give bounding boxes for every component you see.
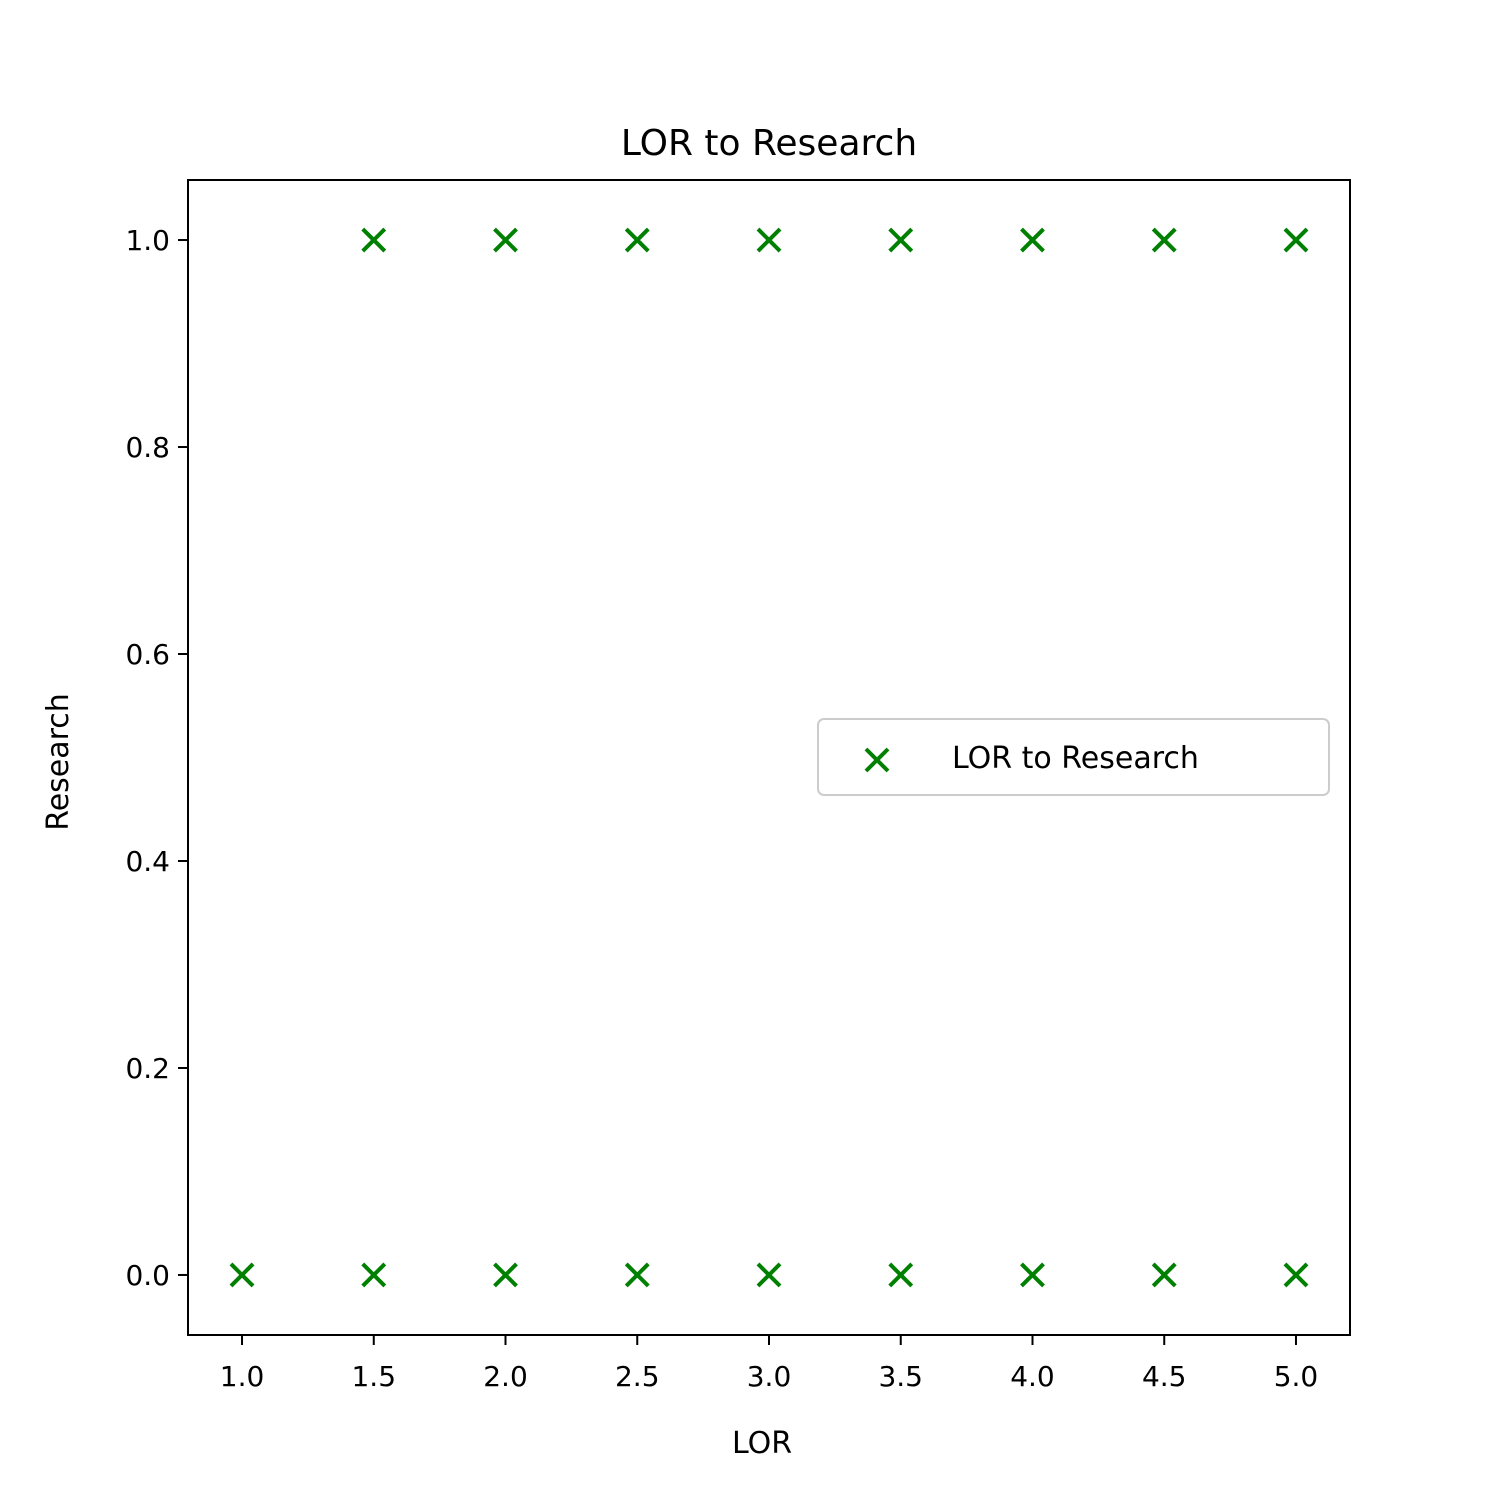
data-point	[1151, 1262, 1177, 1288]
x-marker-stroke	[361, 227, 387, 253]
y-tick-label: 0.8	[125, 431, 170, 464]
x-marker-stroke	[756, 227, 782, 253]
data-point	[493, 1262, 518, 1288]
data-point	[1151, 227, 1177, 253]
data-point	[361, 1262, 387, 1288]
data-point	[1020, 227, 1045, 253]
x-axis-label: LOR	[732, 1426, 792, 1461]
x-marker-stroke	[864, 747, 890, 773]
y-tick-label: 0.2	[125, 1052, 170, 1085]
scatter-series	[229, 227, 1309, 1288]
x-tick-label: 1.0	[220, 1360, 265, 1393]
x-marker-stroke	[888, 1262, 914, 1288]
data-point	[1283, 227, 1309, 253]
x-marker-stroke	[1020, 1262, 1045, 1288]
x-axis: 1.0 1.5 2.0 2.5 3.0 3.5 4.0 4.5 5.0	[220, 1335, 1318, 1393]
legend-marker-x-icon	[864, 747, 890, 773]
legend-marker	[864, 747, 890, 773]
data-point	[1283, 1262, 1309, 1288]
legend: LOR to Research	[817, 718, 1330, 796]
plot-frame	[187, 179, 1351, 1336]
y-tick-label: 0.0	[125, 1259, 170, 1292]
y-axis-label: Research	[41, 693, 76, 831]
x-marker-stroke	[756, 1262, 782, 1288]
data-point	[888, 227, 914, 253]
data-point	[756, 1262, 782, 1288]
legend-entry-label: LOR to Research	[952, 741, 1199, 776]
data-point	[624, 1262, 650, 1288]
legend-box	[817, 718, 1330, 796]
x-marker-stroke	[624, 1262, 650, 1288]
x-tick-label: 1.5	[351, 1360, 396, 1393]
x-tick-label: 3.0	[747, 1360, 792, 1393]
x-tick-label: 4.0	[1010, 1360, 1055, 1393]
data-point	[624, 227, 650, 253]
x-marker-stroke	[493, 1262, 518, 1288]
y-tick-label: 1.0	[125, 224, 170, 257]
data-point	[888, 1262, 914, 1288]
x-tick-label: 2.0	[483, 1360, 528, 1393]
x-tick-label: 2.5	[615, 1360, 660, 1393]
x-marker-stroke	[229, 1262, 255, 1288]
x-marker-stroke	[1151, 1262, 1177, 1288]
x-marker-stroke	[1151, 227, 1177, 253]
x-marker-stroke	[624, 227, 650, 253]
x-marker-stroke	[1283, 1262, 1309, 1288]
x-marker-stroke	[888, 227, 914, 253]
data-point	[756, 227, 782, 253]
data-point	[361, 227, 387, 253]
y-axis: 0.0 0.2 0.4 0.6 0.8 1.0	[125, 224, 188, 1292]
x-tick-label: 4.5	[1142, 1360, 1187, 1393]
data-point	[1020, 1262, 1045, 1288]
x-marker-stroke	[493, 227, 518, 253]
data-point	[493, 227, 518, 253]
chart-title: LOR to Research	[621, 123, 917, 164]
data-point	[229, 1262, 255, 1288]
x-marker-stroke	[1020, 227, 1045, 253]
x-tick-label: 5.0	[1274, 1360, 1319, 1393]
y-tick-label: 0.6	[125, 638, 170, 671]
x-marker-stroke	[1283, 227, 1309, 253]
y-tick-label: 0.4	[125, 845, 170, 878]
x-tick-label: 3.5	[878, 1360, 923, 1393]
x-marker-stroke	[361, 1262, 387, 1288]
